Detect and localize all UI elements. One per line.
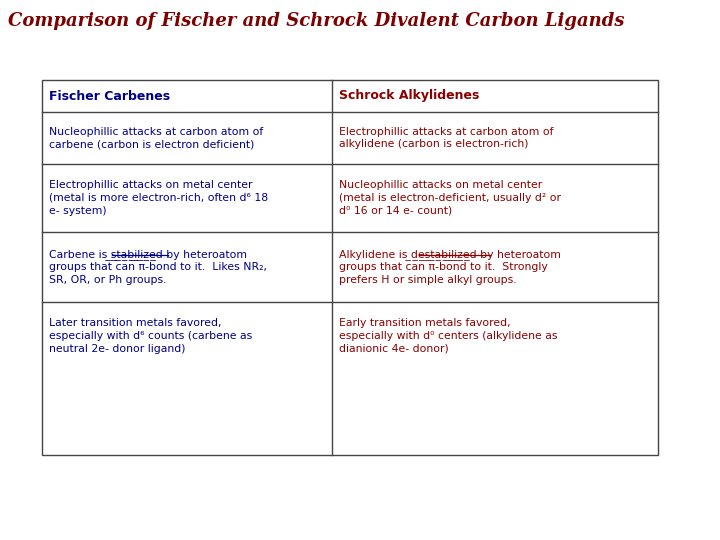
Text: Alkylidene is ̲d̲e̲s̲t̲a̲b̲i̲l̲i̲z̲e̲d by heteroatom
groups that can π-bond to i: Alkylidene is ̲d̲e̲s̲t̲a̲b̲i̲l̲i̲z̲e̲d b… [338,249,560,285]
Text: Later transition metals favored,
especially with d⁶ counts (carbene as
neutral 2: Later transition metals favored, especia… [49,318,252,354]
Text: Electrophillic attacks on metal center
(metal is more electron-rich, often d⁶ 18: Electrophillic attacks on metal center (… [49,180,268,216]
Text: Electrophillic attacks at carbon atom of
alkylidene (carbon is electron-rich): Electrophillic attacks at carbon atom of… [338,126,553,150]
Text: Nucleophillic attacks at carbon atom of
carbene (carbon is electron deficient): Nucleophillic attacks at carbon atom of … [49,126,264,150]
Text: Nucleophillic attacks on metal center
(metal is electron-deficient, usually d² o: Nucleophillic attacks on metal center (m… [338,180,560,216]
Bar [42,80,658,455]
Text: Fischer Carbenes: Fischer Carbenes [49,90,170,103]
Text: Early transition metals favored,
especially with d⁰ centers (alkylidene as
diani: Early transition metals favored, especia… [338,318,557,354]
Text: Comparison of Fischer and Schrock Divalent Carbon Ligands: Comparison of Fischer and Schrock Divale… [8,12,624,30]
Text: Schrock Alkylidenes: Schrock Alkylidenes [338,90,479,103]
Text: Carbene is ̲s̲t̲a̲b̲i̲l̲i̲z̲e̲d by heteroatom
groups that can π-bond to it.  Lik: Carbene is ̲s̲t̲a̲b̲i̲l̲i̲z̲e̲d by heter… [49,249,267,285]
